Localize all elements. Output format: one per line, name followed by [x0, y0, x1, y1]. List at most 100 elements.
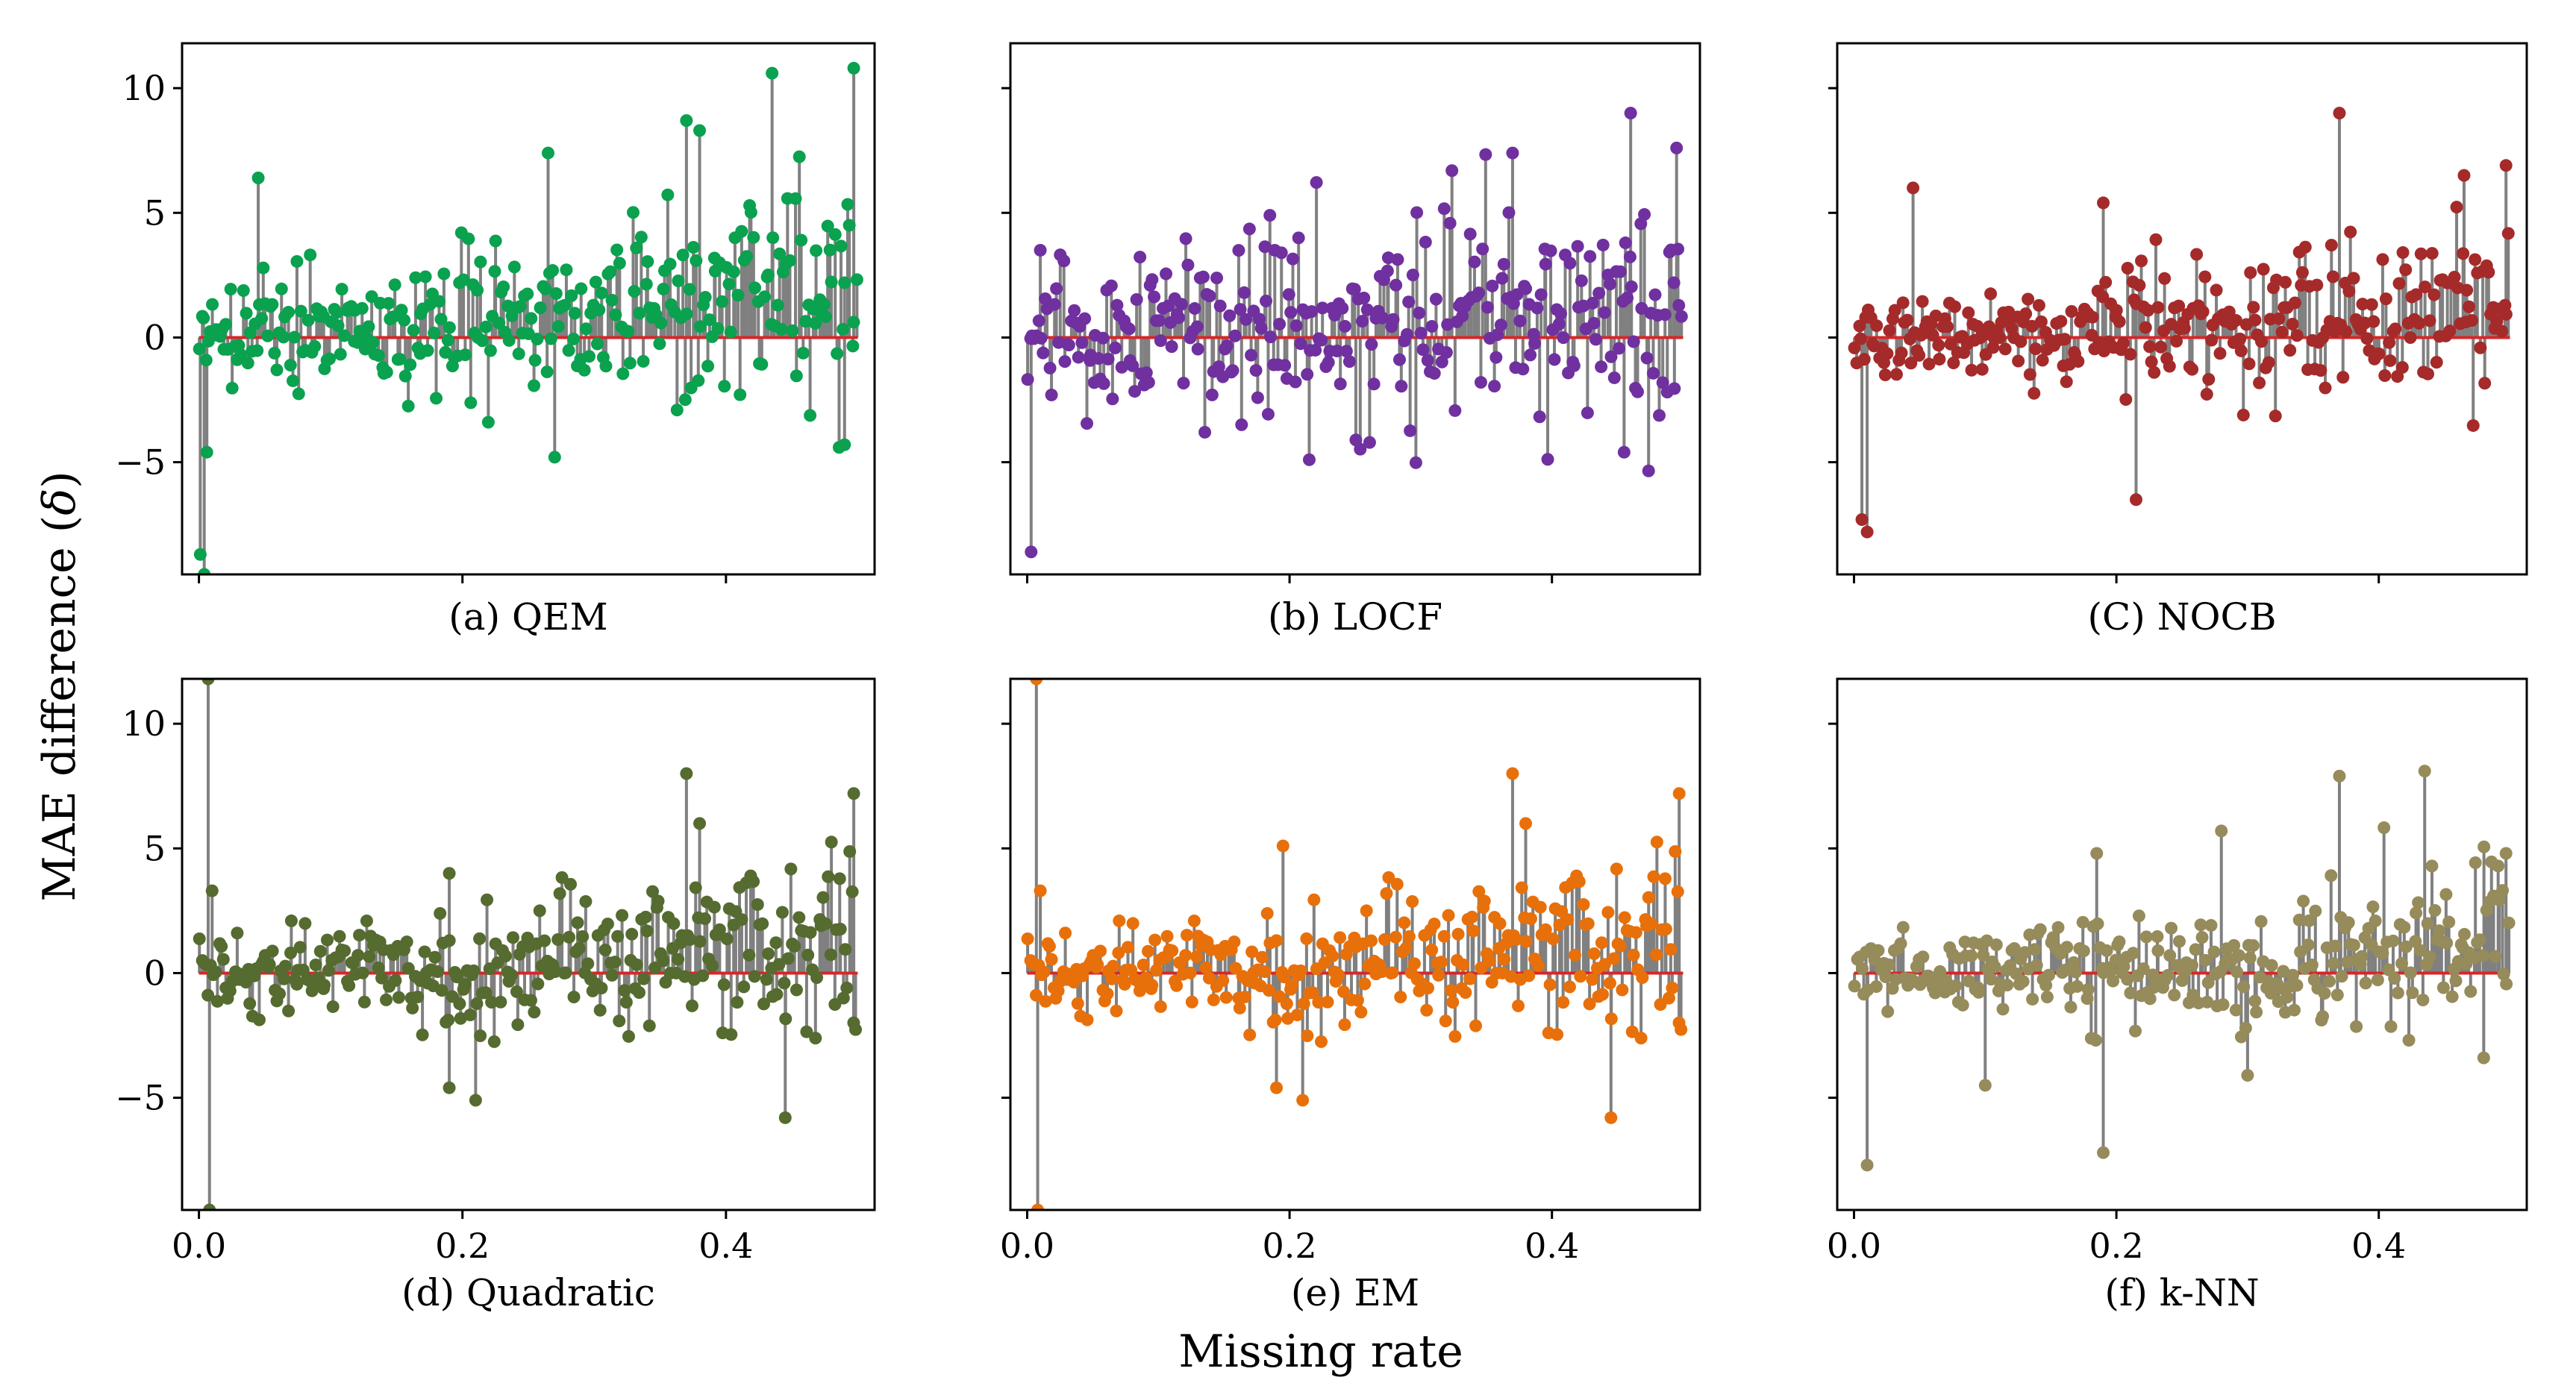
data-point	[1534, 900, 1547, 914]
data-point	[1118, 977, 1131, 991]
data-point	[197, 312, 210, 325]
data-point	[1255, 950, 1269, 964]
data-point	[701, 360, 715, 373]
data-point	[1290, 1009, 1304, 1022]
data-point	[2186, 959, 2199, 972]
x-tick-label: 0.4	[698, 1226, 753, 1266]
data-point	[458, 978, 472, 991]
data-point	[823, 243, 837, 257]
data-point	[2469, 856, 2482, 870]
data-point	[1889, 368, 1903, 381]
data-point	[572, 941, 586, 955]
data-point	[2132, 909, 2145, 923]
data-point	[2189, 943, 2202, 956]
axes-frame-a	[181, 42, 876, 576]
data-point	[407, 324, 420, 337]
panel-caption-a: (a) QEM	[448, 595, 607, 639]
data-point	[1901, 313, 1914, 327]
data-point	[1878, 369, 1892, 382]
data-point	[1474, 376, 1487, 389]
panel-d: 10 5 0 −5 0.0 0.2 0.4 (d) Quadratic	[115, 677, 876, 1314]
data-point	[209, 965, 222, 979]
data-point	[1653, 409, 1666, 422]
data-point	[1604, 278, 1617, 291]
data-point	[1642, 891, 1655, 904]
data-point	[1669, 844, 1682, 858]
data-point	[2418, 765, 2431, 778]
data-point	[2145, 355, 2158, 369]
data-point	[1442, 909, 1455, 922]
data-point	[571, 916, 584, 929]
data-point	[1567, 359, 1581, 372]
data-point	[462, 232, 475, 245]
data-point	[1972, 985, 1986, 999]
data-point	[237, 283, 250, 297]
data-point	[718, 380, 731, 393]
data-point	[1275, 246, 1288, 260]
data-point	[1342, 355, 1356, 369]
data-point	[640, 924, 654, 938]
data-point	[1998, 342, 2012, 356]
data-point	[1574, 970, 1587, 983]
data-point	[539, 282, 552, 295]
data-point	[1137, 958, 1150, 971]
data-point	[541, 146, 554, 160]
data-point	[1965, 949, 1978, 962]
data-point	[2253, 376, 2266, 389]
data-point	[1191, 342, 1204, 356]
data-point	[398, 313, 411, 327]
data-point	[579, 894, 593, 908]
data-point	[443, 1081, 456, 1094]
data-point	[322, 964, 335, 977]
data-point	[1376, 311, 1389, 324]
data-point	[1139, 366, 1153, 380]
data-point	[2029, 342, 2042, 356]
data-point	[551, 320, 565, 333]
y-tick-label: 5	[144, 192, 166, 233]
data-point	[2406, 986, 2419, 1000]
data-point	[1904, 357, 1918, 370]
y-tick-label: −5	[115, 442, 166, 483]
data-point	[1435, 956, 1448, 969]
data-point	[2213, 347, 2227, 360]
data-point	[2482, 266, 2495, 279]
x-tick-label: 0.0	[1000, 1226, 1054, 1266]
data-point	[1879, 970, 1892, 983]
data-point	[601, 918, 614, 931]
data-point	[2028, 943, 2041, 956]
data-point	[2277, 965, 2290, 978]
data-point	[1356, 315, 1369, 328]
data-point	[2275, 325, 2289, 339]
data-point	[840, 981, 854, 994]
data-point	[1348, 283, 1361, 296]
data-point	[2280, 991, 2294, 1004]
data-point	[804, 409, 817, 422]
data-point	[2071, 979, 2084, 993]
data-point	[2229, 1003, 2242, 1017]
data-point	[2239, 1021, 2252, 1035]
data-point	[356, 966, 369, 979]
data-point	[1581, 406, 1594, 419]
data-point	[590, 337, 604, 351]
data-point	[670, 404, 684, 417]
data-point	[1978, 1079, 1992, 1092]
data-point	[1106, 392, 1119, 406]
data-point	[2476, 949, 2489, 962]
data-point	[1175, 298, 1188, 311]
data-point	[326, 1000, 340, 1013]
data-point	[2205, 333, 2219, 347]
data-point	[488, 265, 501, 278]
data-point	[1207, 993, 1220, 1006]
data-point	[788, 939, 801, 953]
data-point	[2161, 968, 2175, 982]
data-point	[1068, 304, 1081, 317]
data-point	[1150, 964, 1163, 977]
data-point	[1672, 242, 1685, 256]
data-point	[2107, 974, 2120, 988]
data-point	[2032, 298, 2045, 312]
data-point	[1331, 344, 1344, 357]
data-point	[2207, 945, 2221, 959]
data-point	[1610, 862, 1623, 876]
data-point	[372, 961, 385, 974]
data-point	[493, 316, 506, 330]
